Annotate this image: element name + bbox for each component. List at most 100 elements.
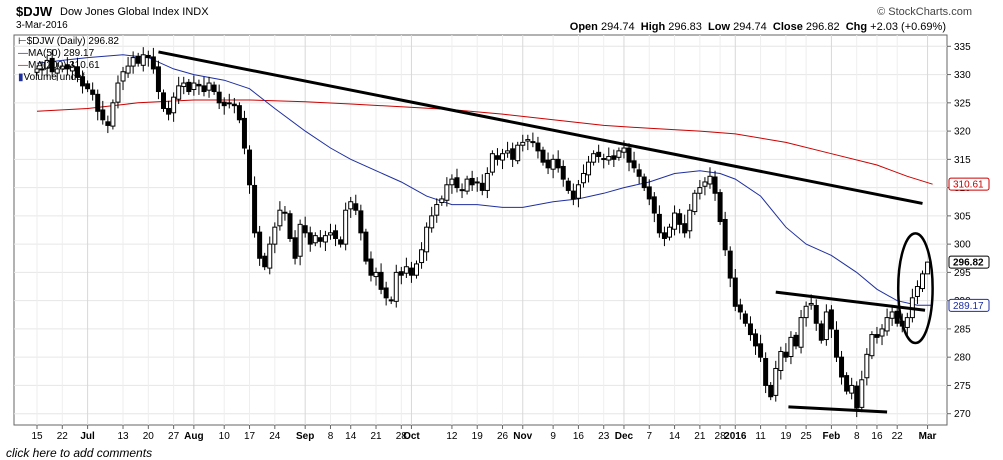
candle-body — [444, 184, 450, 201]
x-tick-label: 7 — [646, 431, 652, 442]
candle — [570, 183, 576, 206]
candle-body — [555, 158, 561, 169]
y-tick-label: 325 — [954, 98, 971, 109]
candle — [469, 170, 475, 191]
legend-price-text: $DJW (Daily) 296.82 — [26, 36, 119, 47]
candle-body — [489, 153, 495, 173]
candle — [176, 76, 182, 105]
candle-body — [312, 235, 318, 244]
x-tick-label: Jul — [80, 431, 95, 442]
candle-body — [570, 190, 576, 200]
candle-body — [854, 385, 860, 409]
candle-body — [525, 139, 531, 142]
candle-body — [606, 156, 612, 161]
candle-body — [904, 317, 910, 328]
candle-body — [459, 189, 465, 192]
candle — [403, 257, 409, 278]
candle — [358, 204, 364, 241]
candle-body — [540, 149, 546, 163]
trendline — [158, 50, 923, 205]
candle-body — [641, 176, 647, 189]
candle — [773, 360, 779, 402]
candle-body — [687, 209, 693, 232]
candle-body — [64, 64, 70, 70]
candle-body — [479, 182, 485, 191]
candle-body — [808, 302, 814, 306]
trendline — [788, 405, 888, 414]
x-tick-label: 27 — [168, 431, 180, 442]
candle — [839, 350, 845, 385]
candle-body — [196, 83, 202, 87]
candle-body — [611, 155, 617, 160]
candle-body — [186, 81, 192, 93]
candle — [844, 372, 850, 395]
candle — [454, 168, 460, 193]
candle — [484, 167, 490, 199]
candle-body — [348, 201, 354, 210]
candle-body — [368, 258, 374, 276]
candle-body — [419, 249, 425, 264]
candle-body — [317, 237, 323, 242]
candle-body — [575, 184, 581, 199]
x-tick-label: Dec — [615, 431, 634, 442]
candle — [803, 301, 809, 327]
candle — [515, 141, 521, 165]
candle-body — [333, 230, 339, 239]
candle — [849, 377, 855, 400]
candle-body — [631, 160, 637, 169]
candle — [398, 266, 404, 285]
candle — [125, 57, 131, 78]
price-label-box — [948, 298, 990, 312]
candle — [560, 160, 566, 187]
candle — [429, 206, 435, 233]
candle — [44, 55, 50, 78]
candle — [262, 252, 268, 271]
candle — [95, 89, 101, 121]
candle-body — [469, 177, 475, 186]
candle-body — [803, 305, 809, 319]
x-tick-label: Sep — [296, 431, 314, 442]
candle — [439, 195, 445, 206]
price-label-box — [948, 177, 990, 191]
candle — [110, 99, 116, 130]
candle — [373, 267, 379, 286]
candle — [161, 89, 166, 112]
candle-body — [221, 101, 227, 107]
candle-body — [505, 150, 511, 154]
add-comments-link[interactable]: click here to add comments — [6, 446, 153, 460]
candle-body — [778, 351, 784, 372]
candle-body — [484, 172, 490, 191]
candle — [120, 66, 126, 91]
candle — [737, 298, 743, 320]
x-tick-label: 14 — [669, 431, 681, 442]
high-value: 296.83 — [668, 21, 702, 33]
open-value: 294.74 — [600, 21, 635, 33]
candle-body — [120, 71, 126, 82]
candle-body — [191, 82, 197, 90]
candle-body — [414, 263, 419, 276]
candle — [348, 196, 354, 218]
candle — [414, 260, 419, 279]
candle — [525, 134, 531, 151]
candle-body — [753, 333, 759, 347]
x-tick-label: 21 — [370, 431, 382, 442]
candle-body — [307, 232, 313, 245]
candle — [575, 179, 581, 208]
candle-body — [302, 225, 308, 234]
candle-body — [363, 231, 369, 262]
x-tick-label: 28 — [715, 431, 727, 442]
candle — [378, 263, 384, 295]
candle-body — [39, 68, 45, 71]
low-value: 294.74 — [733, 21, 767, 33]
candle-body — [656, 213, 662, 234]
legend-price-swatch: ⊢ — [18, 36, 27, 47]
candle-body — [231, 103, 237, 107]
x-tick-label: 15 — [31, 431, 43, 442]
candle-body — [150, 56, 156, 70]
candle-body — [292, 237, 298, 259]
candle — [449, 174, 455, 194]
candle-body — [327, 232, 333, 236]
x-tick-label: 9 — [550, 431, 556, 442]
candle — [651, 192, 657, 223]
